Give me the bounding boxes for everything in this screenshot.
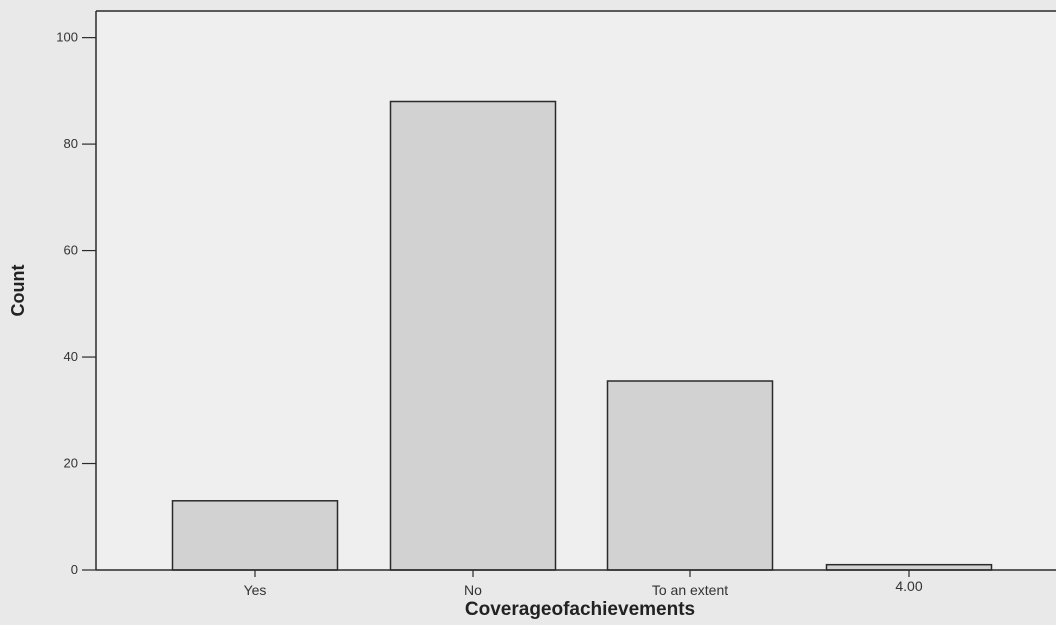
x-tick-label: No [464,582,482,598]
y-ticks-group: 0 20 40 60 80 100 [56,30,96,577]
x-tick-label: Yes [244,582,267,598]
y-tick-label: 60 [64,243,78,258]
bar-to-an-extent [606,380,774,571]
y-tick-label: 0 [71,562,78,577]
y-tick-label: 40 [64,349,78,364]
y-tick-label: 100 [56,30,78,45]
bar-yes [171,500,339,571]
y-axis-title: Count [8,265,28,317]
x-ticks-group: Yes No To an extent 4.00 [244,570,923,598]
x-tick-label: To an extent [652,582,728,598]
x-axis-title: Coverageofachievements [465,599,695,620]
plot-area [96,11,1056,570]
y-tick-label: 80 [64,136,78,151]
bar-no [389,100,557,571]
x-tick-label: 4.00 [895,578,922,594]
y-tick-label: 20 [64,456,78,471]
bar-4-00 [825,563,993,571]
bars-group [171,100,993,571]
